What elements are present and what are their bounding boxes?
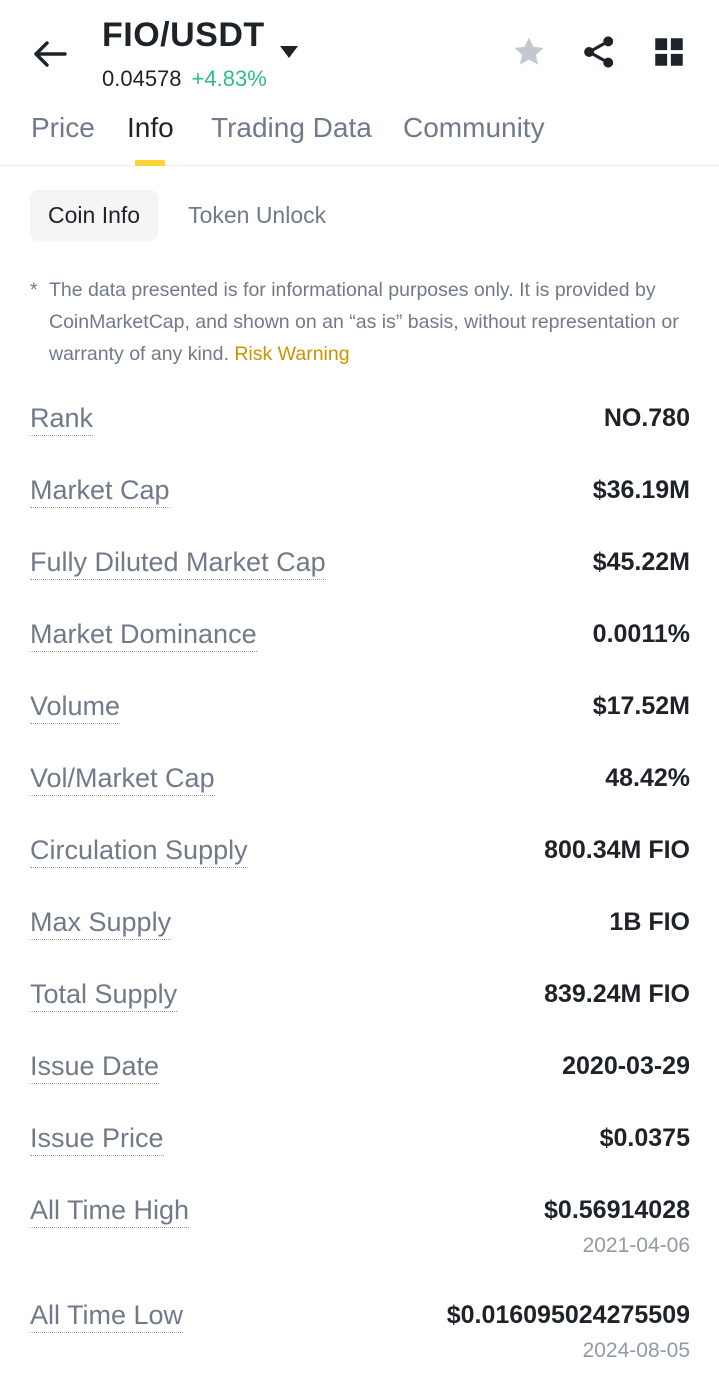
info-date: 2021-04-06 [582, 1234, 690, 1257]
active-tab-indicator [135, 160, 166, 166]
disclaimer-text: The data presented is for informational … [49, 274, 690, 370]
info-label[interactable]: Rank [30, 402, 94, 436]
pair-title: FIO/USDT [102, 16, 265, 54]
info-value: $0.016095024275509 [446, 1301, 690, 1329]
info-row-fully-diluted-market-cap: Fully Diluted Market Cap $45.22M [30, 528, 690, 600]
tab-info[interactable]: Info [127, 112, 174, 166]
info-row-market-dominance: Market Dominance 0.0011% [30, 600, 690, 672]
header: FIO/USDT 0.04578 +4.83% [0, 0, 719, 110]
info-label[interactable]: Issue Date [30, 1050, 160, 1084]
info-row-circulation-supply: Circulation Supply 800.34M FIO [30, 816, 690, 888]
info-value: NO.780 [603, 404, 690, 432]
subtab-coin-info[interactable]: Coin Info [30, 190, 159, 241]
coin-info-list: Rank NO.780 Market Cap $36.19M Fully Dil… [30, 384, 690, 1379]
info-value: 0.0011% [592, 620, 690, 648]
info-label[interactable]: All Time High [30, 1194, 190, 1228]
sub-tabs: Coin Info Token Unlock [30, 190, 344, 241]
main-tabs: Price Info Trading Data Community [0, 108, 719, 166]
info-label[interactable]: Volume [30, 690, 121, 724]
info-value: $17.52M [592, 692, 690, 720]
info-label[interactable]: Max Supply [30, 906, 172, 940]
grid-icon[interactable] [649, 32, 689, 72]
disclaimer-asterisk: * [30, 279, 38, 301]
info-label[interactable]: Vol/Market Cap [30, 762, 215, 796]
info-date: 2024-08-05 [582, 1339, 690, 1362]
info-label[interactable]: Circulation Supply [30, 834, 248, 868]
info-label[interactable]: Fully Diluted Market Cap [30, 546, 326, 580]
info-value: 48.42% [605, 764, 690, 792]
last-price: 0.04578 [102, 66, 182, 91]
info-value: $0.0375 [599, 1124, 690, 1152]
info-row-total-supply: Total Supply 839.24M FIO [30, 960, 690, 1032]
tab-label: Info [127, 112, 174, 143]
disclaimer-body: The data presented is for informational … [49, 279, 679, 365]
disclaimer: * The data presented is for informationa… [30, 274, 690, 370]
tab-community[interactable]: Community [403, 112, 545, 144]
subtab-token-unlock[interactable]: Token Unlock [188, 202, 327, 228]
info-label[interactable]: Issue Price [30, 1122, 164, 1156]
share-icon[interactable] [579, 32, 619, 72]
tab-label: Trading Data [211, 112, 372, 143]
price-change: +4.83% [191, 66, 267, 91]
info-value: 800.34M FIO [544, 836, 690, 864]
pair-selector[interactable]: FIO/USDT [102, 16, 299, 58]
info-value: 1B FIO [609, 908, 690, 936]
price-line: 0.04578 +4.83% [102, 66, 267, 92]
info-value: 839.24M FIO [544, 980, 690, 1008]
info-row-rank: Rank NO.780 [30, 384, 690, 456]
star-icon[interactable] [509, 32, 549, 72]
tab-label: Community [403, 112, 545, 143]
info-row-market-cap: Market Cap $36.19M [30, 456, 690, 528]
info-row-issue-price: Issue Price $0.0375 [30, 1104, 690, 1176]
info-value: $0.56914028 [544, 1196, 690, 1224]
info-row-max-supply: Max Supply 1B FIO [30, 888, 690, 960]
tab-price[interactable]: Price [31, 112, 95, 144]
info-label[interactable]: Market Cap [30, 474, 170, 508]
back-arrow-icon[interactable] [30, 34, 70, 74]
info-row-vol-market-cap: Vol/Market Cap 48.42% [30, 744, 690, 816]
info-value: 2020-03-29 [562, 1052, 690, 1080]
info-value: $36.19M [592, 476, 690, 504]
info-row-all-time-low: All Time Low $0.016095024275509 2024-08-… [30, 1281, 690, 1379]
info-label[interactable]: Total Supply [30, 978, 178, 1012]
info-label[interactable]: Market Dominance [30, 618, 257, 652]
info-row-all-time-high: All Time High $0.56914028 2021-04-06 [30, 1176, 690, 1281]
caret-down-icon [279, 29, 299, 58]
info-value: $45.22M [592, 548, 690, 576]
risk-warning-link[interactable]: Risk Warning [234, 343, 350, 365]
tab-label: Price [31, 112, 95, 143]
info-label[interactable]: All Time Low [30, 1299, 184, 1333]
info-row-volume: Volume $17.52M [30, 672, 690, 744]
info-row-issue-date: Issue Date 2020-03-29 [30, 1032, 690, 1104]
tab-trading-data[interactable]: Trading Data [211, 112, 372, 144]
header-actions [509, 32, 689, 72]
